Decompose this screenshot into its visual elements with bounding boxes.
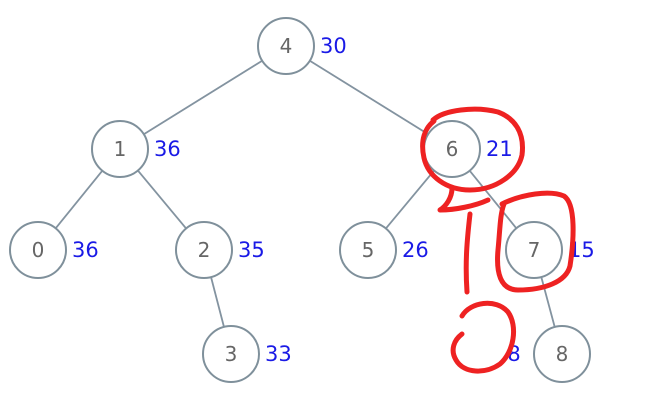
edge-4-6 bbox=[309, 59, 429, 136]
node-value: 30 bbox=[320, 34, 347, 58]
node-key: 6 bbox=[446, 137, 459, 161]
tree-node-4: 4 30 bbox=[257, 17, 347, 75]
node-key: 8 bbox=[556, 342, 569, 366]
node-value: 33 bbox=[265, 342, 292, 366]
node-value: 36 bbox=[154, 137, 181, 161]
tree-node-0: 0 36 bbox=[9, 221, 99, 279]
node-value: 35 bbox=[238, 238, 265, 262]
tree-node-3: 3 33 bbox=[202, 325, 292, 383]
edge-4-1 bbox=[143, 59, 263, 136]
tree-node-7: 7 15 bbox=[505, 221, 595, 279]
node-key: 7 bbox=[528, 238, 541, 262]
node-circle bbox=[505, 221, 563, 279]
annotation-box-node-7 bbox=[495, 190, 576, 293]
annotation-circle-node-6 bbox=[420, 106, 525, 193]
tree-node-1: 1 36 bbox=[91, 120, 181, 178]
annotations-layer bbox=[420, 106, 576, 374]
node-circle bbox=[9, 221, 67, 279]
edge-1-0 bbox=[54, 170, 104, 229]
node-key: 5 bbox=[362, 238, 375, 262]
node-value: 36 bbox=[72, 238, 99, 262]
node-circle bbox=[202, 325, 260, 383]
edges-layer bbox=[54, 59, 556, 328]
node-key: 0 bbox=[32, 238, 45, 262]
node-key: 4 bbox=[280, 34, 293, 58]
node-circle bbox=[91, 120, 149, 178]
annotation-empty-node-loop bbox=[450, 300, 517, 374]
edge-2-3 bbox=[210, 276, 225, 328]
edge-6-7 bbox=[468, 170, 518, 229]
annotation-vertical-stroke bbox=[463, 211, 473, 295]
tree-node-2: 2 35 bbox=[175, 221, 265, 279]
tree-node-5: 5 26 bbox=[339, 221, 429, 279]
node-circle bbox=[257, 17, 315, 75]
node-key: 3 bbox=[225, 342, 238, 366]
node-key: 2 bbox=[198, 238, 211, 262]
tree-node-8: 88 bbox=[507, 325, 591, 383]
node-circle bbox=[175, 221, 233, 279]
node-key: 1 bbox=[114, 137, 127, 161]
node-value: 21 bbox=[486, 137, 513, 161]
edge-1-2 bbox=[137, 169, 187, 230]
nodes-layer: 4 301 36 6 210 36 2 35 5 26 7 153 33 88 bbox=[9, 17, 595, 383]
node-value: 26 bbox=[402, 238, 429, 262]
tree-node-6: 6 21 bbox=[423, 120, 513, 178]
node-circle bbox=[339, 221, 397, 279]
node-circle bbox=[533, 325, 591, 383]
annotation-tail-node-6 bbox=[437, 185, 491, 213]
edge-6-5 bbox=[385, 169, 435, 230]
